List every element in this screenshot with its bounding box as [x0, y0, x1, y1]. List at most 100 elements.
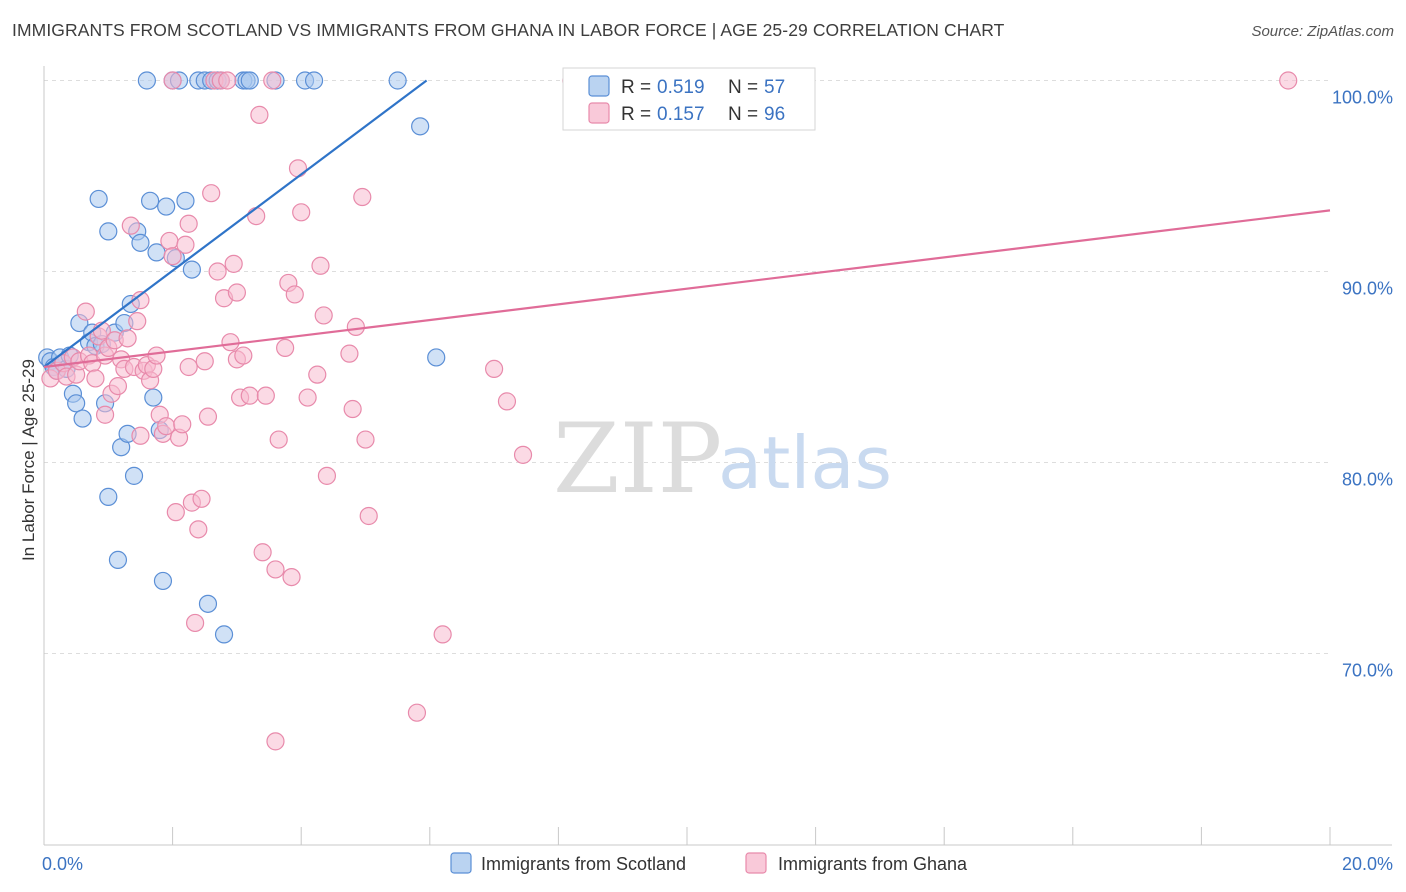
watermark-atlas: atlas	[718, 421, 892, 505]
point-ghana	[340, 344, 359, 363]
point-ghana	[266, 560, 285, 579]
point-ghana	[173, 415, 192, 434]
point-ghana	[186, 613, 205, 633]
point-scotland	[176, 191, 195, 210]
point-ghana	[359, 506, 378, 526]
point-ghana	[147, 346, 166, 365]
point-ghana	[433, 625, 452, 644]
point-scotland	[153, 571, 173, 591]
point-ghana	[189, 520, 208, 539]
bottom-legend-scotland-label: Immigrants from Scotland	[481, 854, 686, 874]
point-scotland	[131, 233, 150, 252]
point-ghana	[195, 352, 214, 371]
point-ghana	[108, 377, 128, 396]
point-scotland	[99, 487, 118, 506]
point-ghana	[314, 306, 333, 325]
point-scotland	[140, 191, 160, 210]
point-ghana	[95, 405, 115, 424]
point-scotland	[427, 348, 446, 367]
point-ghana	[163, 71, 182, 90]
trendline-scotland	[43, 79, 428, 368]
bottom-legend-ghana-label: Immigrants from Ghana	[778, 854, 968, 874]
point-ghana	[407, 703, 427, 722]
point-scotland	[137, 71, 156, 90]
point-ghana	[208, 262, 227, 281]
point-scotland	[67, 394, 86, 413]
y-axis-label: In Labor Force | Age 25-29	[19, 359, 38, 561]
point-ghana	[346, 317, 365, 336]
point-scotland	[304, 71, 324, 90]
y-tick-label: 90.0%	[1342, 279, 1393, 299]
point-scotland	[144, 388, 163, 407]
legend-scotland-r-label: R =	[621, 77, 651, 98]
point-ghana	[247, 207, 266, 226]
point-ghana	[224, 254, 243, 273]
y-tick-label: 70.0%	[1342, 661, 1393, 681]
point-ghana	[192, 489, 211, 508]
chart-title: IMMIGRANTS FROM SCOTLAND VS IMMIGRANTS F…	[12, 20, 1005, 40]
bottom-legend[interactable]: Immigrants from Scotland Immigrants from…	[450, 852, 968, 874]
point-ghana	[285, 285, 304, 304]
point-ghana	[163, 247, 182, 266]
point-scotland	[73, 409, 92, 428]
point-ghana	[253, 543, 272, 562]
point-ghana	[298, 388, 317, 407]
legend-scotland-r-value: 0.519	[657, 77, 705, 98]
point-ghana	[240, 386, 259, 405]
point-scotland	[214, 625, 234, 644]
legend-scotland-swatch	[588, 75, 610, 97]
legend[interactable]: R = 0.519 N = 57 R = 0.157 N = 96	[562, 67, 816, 131]
point-ghana	[485, 359, 504, 379]
point-ghana	[221, 333, 240, 352]
point-ghana	[282, 567, 301, 587]
point-scotland	[99, 222, 118, 241]
legend-ghana-r-label: R =	[621, 104, 651, 125]
point-ghana	[121, 216, 140, 235]
legend-ghana-n-label: N =	[728, 104, 758, 125]
watermark: ZIP atlas	[553, 403, 892, 515]
point-ghana	[288, 159, 308, 178]
chart-source: Source: ZipAtlas.com	[1251, 23, 1394, 40]
y-tick-label: 100.0%	[1332, 88, 1393, 108]
point-ghana	[179, 214, 198, 233]
point-ghana	[356, 430, 375, 449]
legend-ghana-swatch	[588, 102, 610, 124]
point-scotland	[198, 594, 218, 613]
x-tick-label: 0.0%	[42, 854, 83, 874]
point-ghana	[263, 71, 282, 90]
point-ghana	[343, 399, 362, 419]
point-ghana	[276, 338, 295, 357]
point-ghana	[118, 329, 137, 348]
point-ghana	[234, 346, 253, 365]
point-scotland	[124, 466, 144, 485]
point-ghana	[317, 466, 337, 485]
point-scotland	[388, 71, 407, 90]
ticks-layer: 70.0% 80.0% 90.0% 100.0% 0.0% 20.0%	[42, 88, 1393, 875]
watermark-zip: ZIP	[553, 403, 722, 515]
bottom-legend-ghana-swatch	[745, 852, 767, 874]
point-ghana	[160, 231, 179, 251]
point-ghana	[311, 256, 330, 275]
legend-ghana-r-value: 0.157	[657, 104, 705, 125]
point-ghana	[218, 71, 237, 90]
point-scotland	[89, 189, 108, 209]
trend-layer	[43, 79, 1331, 369]
legend-scotland-n-label: N =	[728, 77, 758, 98]
point-ghana	[1279, 71, 1298, 90]
point-ghana	[202, 184, 221, 203]
point-ghana	[308, 365, 327, 384]
point-ghana	[256, 386, 275, 405]
point-scotland	[411, 117, 430, 136]
point-scotland	[157, 197, 176, 216]
point-ghana	[86, 369, 105, 388]
point-scotland	[108, 550, 128, 570]
point-ghana	[269, 430, 288, 449]
point-ghana	[128, 312, 147, 331]
point-ghana	[198, 407, 218, 426]
x-tick-label: 20.0%	[1342, 854, 1393, 874]
y-tick-label: 80.0%	[1342, 470, 1393, 490]
point-ghana	[250, 105, 269, 124]
axes-layer	[43, 66, 1392, 846]
point-ghana	[131, 426, 150, 445]
